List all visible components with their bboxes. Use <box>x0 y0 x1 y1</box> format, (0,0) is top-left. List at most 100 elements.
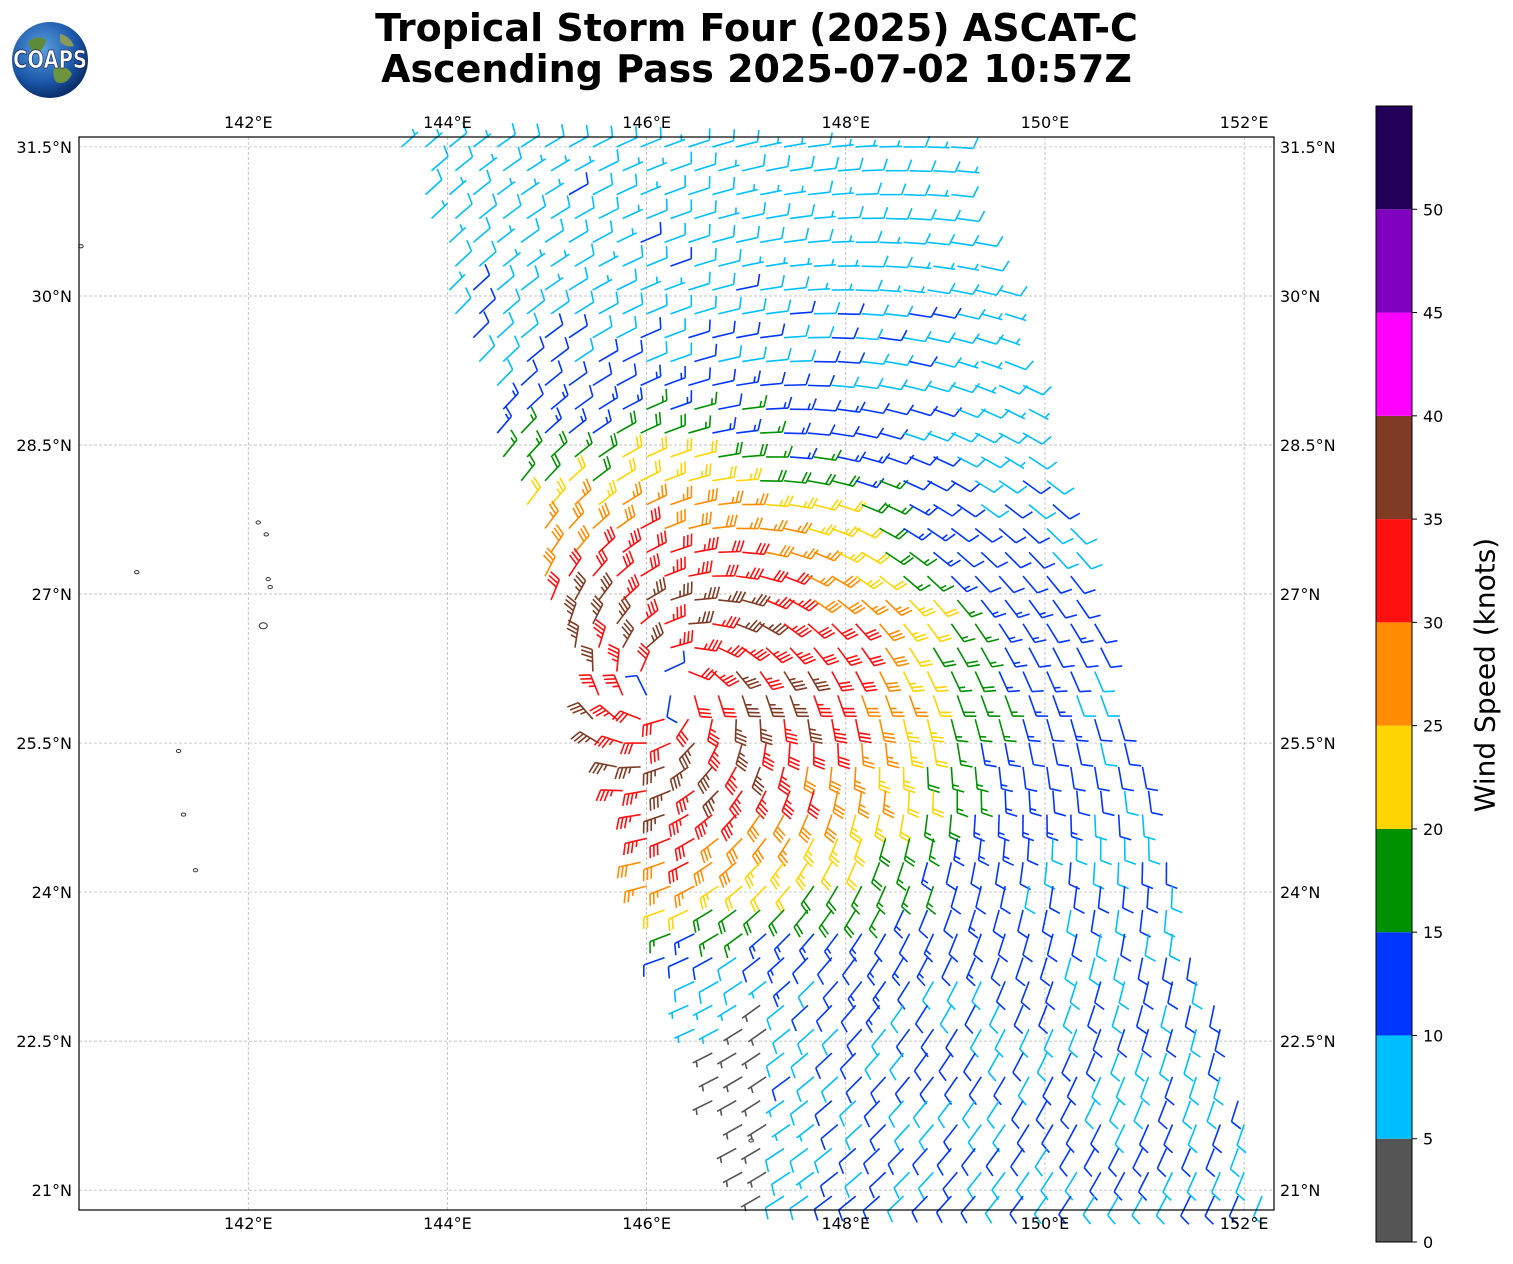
wind-barb <box>973 814 986 842</box>
wind-barb <box>598 433 618 458</box>
wind-barb <box>854 719 872 744</box>
wind-barb <box>1022 718 1041 743</box>
wind-barb <box>1113 957 1125 987</box>
wind-barb <box>642 909 665 930</box>
wind-barb <box>1144 933 1156 962</box>
globe-logo-icon: COAPS <box>12 22 88 98</box>
wind-barb <box>938 1052 953 1082</box>
wind-barb <box>544 453 561 482</box>
wind-barb <box>520 312 539 339</box>
wind-barb <box>980 742 997 768</box>
wind-barb <box>568 219 589 244</box>
wind-barb <box>837 743 851 770</box>
wind-barb <box>454 240 473 267</box>
wind-barb <box>472 264 491 291</box>
colorbar-border <box>1375 105 1413 1243</box>
wind-barb <box>1167 981 1179 1010</box>
wind-barb <box>570 731 600 744</box>
wind-barb <box>927 141 950 149</box>
wind-barb <box>1164 1076 1175 1106</box>
wind-barb <box>897 981 911 1010</box>
wind-barb <box>622 292 644 315</box>
wind-barb <box>454 287 472 315</box>
wind-barb <box>766 445 793 458</box>
wind-barb <box>1022 623 1047 644</box>
wind-barb <box>736 184 758 196</box>
wind-barb <box>813 1147 833 1174</box>
lat-label-right: 31.5°N <box>1280 138 1336 157</box>
wind-barb <box>1043 862 1056 890</box>
wind-barb <box>1059 1147 1072 1177</box>
wind-barb <box>598 291 619 315</box>
wind-barb <box>707 742 721 772</box>
chart-title-line-2: Ascending Pass 2025-07-02 10:57Z <box>381 47 1132 91</box>
wind-barb <box>1046 766 1062 792</box>
wind-barb <box>956 503 986 518</box>
wind-barb <box>736 567 765 580</box>
wind-barb <box>879 285 902 293</box>
wind-barb <box>544 313 564 339</box>
colorbar-tick-label: 5 <box>1423 1130 1433 1149</box>
wind-barb <box>789 647 817 665</box>
wind-barb <box>478 334 496 363</box>
wind-barb <box>1097 886 1110 914</box>
wind-barb <box>861 158 889 172</box>
wind-barb <box>1044 981 1056 1011</box>
lon-label-bottom: 152°E <box>1220 1214 1269 1233</box>
wind-barb <box>962 1100 976 1129</box>
wind-barb <box>980 790 994 818</box>
wind-barb <box>574 524 590 553</box>
wind-barb <box>789 1100 809 1126</box>
wind-barb <box>1004 551 1032 569</box>
wind-barb <box>879 575 908 591</box>
wind-barb <box>1051 838 1064 866</box>
wind-barb <box>574 478 592 506</box>
wind-barb <box>796 1076 815 1103</box>
wind-barb <box>864 1052 881 1081</box>
wind-barb <box>813 1195 833 1221</box>
wind-barb <box>1208 1005 1221 1034</box>
wind-barb <box>666 695 678 724</box>
wind-barb <box>807 623 836 639</box>
wind-barb <box>1165 1028 1177 1058</box>
colorbar-segment <box>1376 622 1412 726</box>
wind-barb <box>1046 933 1058 963</box>
wind-barb <box>963 1052 976 1082</box>
wind-barb <box>1035 1100 1048 1130</box>
wind-barb <box>646 293 668 315</box>
wind-barb <box>642 861 665 882</box>
wind-barb <box>771 1076 791 1102</box>
wind-barb <box>622 157 644 172</box>
wind-barb <box>1116 1028 1128 1058</box>
wind-barb <box>717 909 737 935</box>
wind-barb <box>912 1100 929 1129</box>
wind-barb <box>1123 838 1137 866</box>
wind-barb <box>649 837 671 859</box>
wind-barb <box>712 465 738 482</box>
wind-barb <box>472 311 490 339</box>
wind-barb <box>1236 1124 1247 1154</box>
wind-barb <box>766 1004 785 1031</box>
wind-barb <box>828 766 842 795</box>
wind-barb <box>914 1004 929 1034</box>
wind-barb <box>1022 480 1052 495</box>
wind-barb <box>933 307 962 319</box>
wind-barb <box>592 172 614 196</box>
wind-barb <box>736 225 761 244</box>
wind-barb <box>675 790 695 815</box>
island-outline <box>267 584 273 590</box>
wind-barb <box>783 471 812 484</box>
wind-barb <box>588 761 617 775</box>
wind-barb <box>956 695 977 717</box>
wind-barb <box>796 1028 815 1056</box>
wind-barb <box>945 1028 959 1058</box>
wind-barb <box>807 228 834 244</box>
chart-title-line-1: Tropical Storm Four (2025) ASCAT-C <box>375 6 1138 50</box>
wind-barb <box>1004 503 1033 519</box>
wind-barb <box>622 245 644 267</box>
wind-barb <box>1186 1171 1198 1202</box>
wind-barb <box>448 224 467 243</box>
wind-barb <box>673 980 695 1003</box>
wind-barb <box>649 742 671 764</box>
